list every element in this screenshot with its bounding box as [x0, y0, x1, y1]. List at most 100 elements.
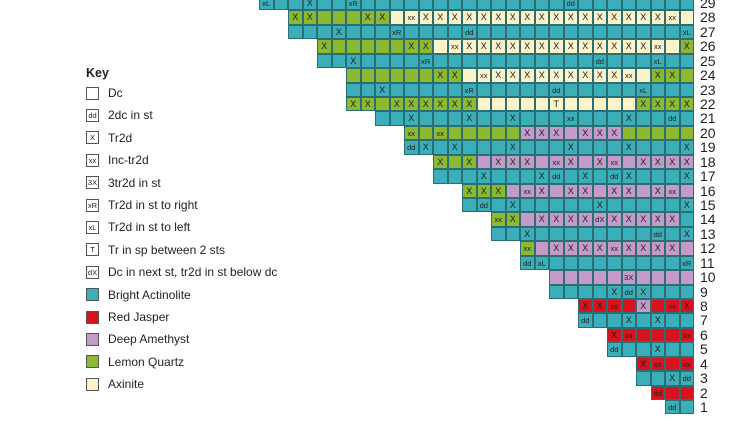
chart-cell: xx [665, 183, 680, 198]
chart-cell: X [520, 125, 535, 141]
chart-cell [679, 111, 694, 126]
key-label: Deep Amethyst [108, 332, 190, 347]
chart-cell: X [650, 10, 665, 25]
chart-cell [360, 24, 375, 40]
chart-cell [317, 53, 332, 69]
chart-cell: X [578, 183, 593, 198]
chart-cell [404, 24, 419, 40]
chart-cell [491, 226, 506, 242]
chart-cell: dd [650, 385, 665, 400]
chart-cell: X [476, 169, 491, 184]
chart-cell: X [375, 82, 390, 97]
chart-cell: X [549, 125, 564, 141]
chart-cell [462, 125, 477, 141]
chart-cell: X [404, 96, 419, 112]
chart-cell [491, 53, 506, 69]
chart-cell: X [592, 10, 607, 25]
chart-cell: X [679, 96, 694, 112]
chart-cell [447, 24, 462, 40]
chart-cell [433, 140, 448, 155]
chart-cell: X [621, 212, 636, 227]
chart-cell [389, 111, 404, 126]
chart-cell [679, 241, 694, 256]
chart-cell [375, 24, 390, 40]
chart-cell [578, 140, 593, 155]
color-swatch [86, 332, 99, 346]
chart-cell: X [621, 183, 636, 198]
chart-cell: xx [621, 68, 636, 83]
chart-cell: X [549, 10, 564, 25]
chart-cell: X [636, 284, 651, 299]
stitch-symbol-icon: xR [86, 198, 99, 212]
chart-cell [578, 154, 593, 170]
chart-cell [621, 0, 636, 11]
chart-cell [592, 0, 607, 11]
chart-cell: X [679, 154, 694, 170]
key-item: xR Tr2d in st to right [86, 197, 198, 213]
chart-cell: dd [665, 111, 680, 126]
chart-cell [607, 140, 622, 155]
chart-cell: X [534, 169, 549, 184]
chart-cell [433, 39, 448, 54]
chart-cell: X [505, 111, 520, 126]
chart-cell [447, 0, 462, 11]
chart-cell [331, 39, 346, 54]
chart-cell: X [462, 96, 477, 112]
chart-cell [491, 169, 506, 184]
color-swatch [86, 86, 99, 100]
chart-cell: xx [607, 298, 622, 314]
chart-cell [476, 154, 491, 170]
key-item: T Tr in sp between 2 sts [86, 242, 225, 258]
chart-cell: dd [563, 0, 578, 11]
chart-cell [636, 24, 651, 40]
chart-cell [636, 342, 651, 357]
chart-cell [621, 125, 636, 141]
chart-cell: X [679, 140, 694, 155]
row-number: 20 [700, 124, 716, 141]
chart-cell [476, 53, 491, 69]
chart-cell: X [650, 241, 665, 256]
chart-cell [462, 53, 477, 69]
chart-cell: X [375, 10, 390, 25]
key-label: 3tr2d in st [108, 175, 161, 190]
chart-cell [578, 270, 593, 285]
chart-cell: X [665, 212, 680, 227]
chart-cell [505, 226, 520, 242]
chart-cell [679, 53, 694, 69]
chart-cell [607, 313, 622, 328]
chart-cell: X [621, 140, 636, 155]
chart-cell [563, 197, 578, 213]
chart-cell [679, 342, 694, 357]
chart-cell: dd [607, 342, 622, 357]
chart-cell [592, 255, 607, 271]
chart-cell: X [418, 10, 433, 25]
chart-cell: X [404, 39, 419, 54]
chart-cell: X [563, 140, 578, 155]
chart-cell [665, 82, 680, 97]
chart-cell [607, 111, 622, 126]
chart-cell [578, 0, 593, 11]
chart-cell: xx [549, 154, 564, 170]
chart-cell [578, 255, 593, 271]
chart-cell: X [288, 10, 303, 25]
row-number: 7 [700, 312, 708, 329]
chart-cell: X [621, 241, 636, 256]
chart-cell [447, 154, 462, 170]
chart-cell [665, 327, 680, 343]
chart-cell: X [621, 111, 636, 126]
chart-cell: T [549, 96, 564, 112]
chart-cell [549, 24, 564, 40]
key-item: Axinite [86, 376, 144, 392]
chart-cell [549, 226, 564, 242]
chart-cell [621, 255, 636, 271]
chart-cell [592, 226, 607, 242]
chart-cell [607, 24, 622, 40]
chart-cell [665, 24, 680, 40]
chart-cell: X [650, 212, 665, 227]
chart-cell: X [418, 96, 433, 112]
chart-cell [679, 400, 694, 415]
chart-cell: X [592, 125, 607, 141]
chart-cell [491, 82, 506, 97]
chart-cell: xx [679, 327, 694, 343]
chart-cell [636, 169, 651, 184]
